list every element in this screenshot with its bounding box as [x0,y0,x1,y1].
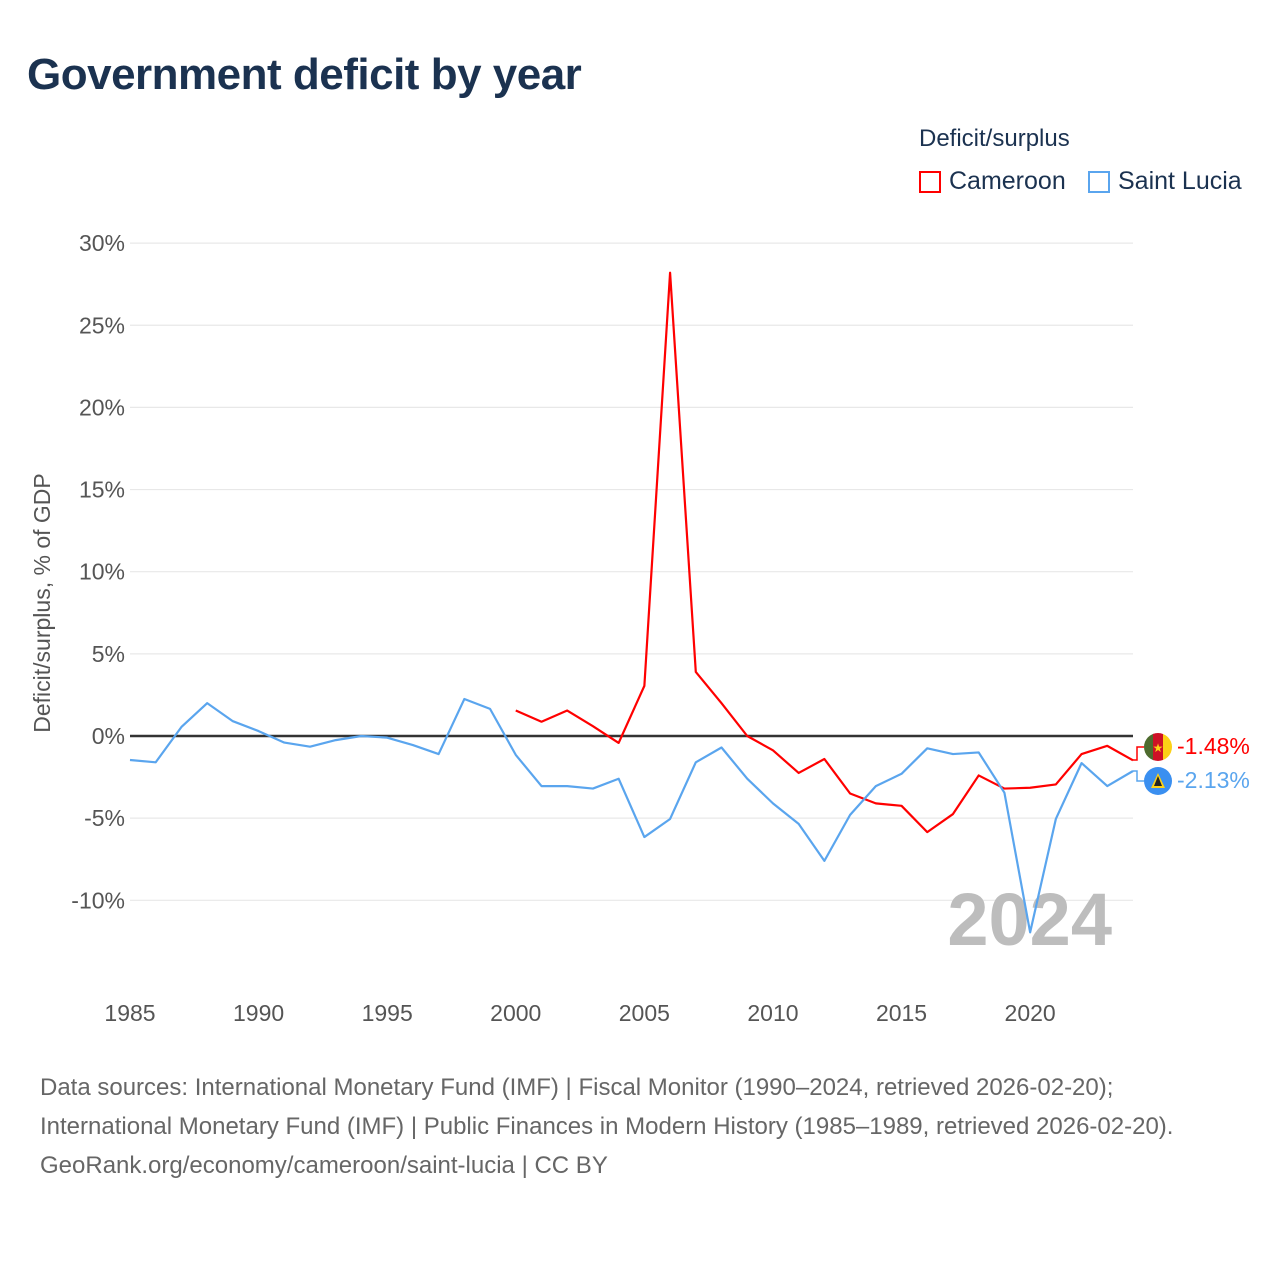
end-label-cameroon: -1.48% [1177,733,1250,759]
y-axis-label: Deficit/surplus, % of GDP [29,473,55,732]
x-tick-label: 2000 [490,1000,541,1026]
chart-title: Government deficit by year [27,50,582,99]
y-tick-label: -5% [84,805,125,831]
footer: Data sources: International Monetary Fun… [40,1068,1240,1185]
source-link[interactable]: GeoRank.org/economy/cameroon/saint-lucia… [40,1152,608,1179]
svg-text:★: ★ [1153,741,1164,755]
y-tick-label: 15% [79,477,125,503]
y-tick-label: -10% [71,887,125,913]
y-tick-label: 25% [79,312,125,338]
x-tick-label: 1990 [233,1000,284,1026]
series-line-cameroon[interactable] [515,271,1134,834]
y-tick-label: 20% [79,394,125,420]
legend-label: Saint Lucia [1118,167,1242,195]
x-tick-label: 2010 [747,1000,798,1026]
x-tick-label: 2020 [1005,1000,1056,1026]
year-watermark: 2024 [947,878,1112,961]
cameroon-flag-icon: ★ [1144,733,1172,761]
legend-swatch-cameroon [919,170,941,193]
x-tick-label: 2015 [876,1000,927,1026]
x-tick-label: 2005 [619,1000,670,1026]
end-label-saint-lucia: -2.13% [1177,767,1250,793]
x-tick-label: 1995 [362,1000,413,1026]
legend-item-cameroon[interactable]: Cameroon [919,167,1066,196]
legend-label: Cameroon [949,167,1066,195]
line-chart: 30% 25% 20% 15% 10% 5% 0% -5% -10% 1985 1990 1995 20… [29,230,1250,1026]
saint-lucia-flag-icon [1144,767,1172,795]
data-sources: Data sources: International Monetary Fun… [40,1074,1174,1140]
legend-swatch-saint-lucia [1088,170,1110,193]
y-tick-label: 5% [92,641,125,667]
y-tick-label: 0% [92,723,125,749]
y-tick-label: 30% [79,230,125,256]
x-tick-label: 1985 [104,1000,155,1026]
series-line-saint-lucia[interactable] [129,697,1134,934]
y-tick-label: 10% [79,559,125,585]
legend-item-saint-lucia[interactable]: Saint Lucia [1088,167,1242,196]
legend-title: Deficit/surplus [919,125,1070,152]
